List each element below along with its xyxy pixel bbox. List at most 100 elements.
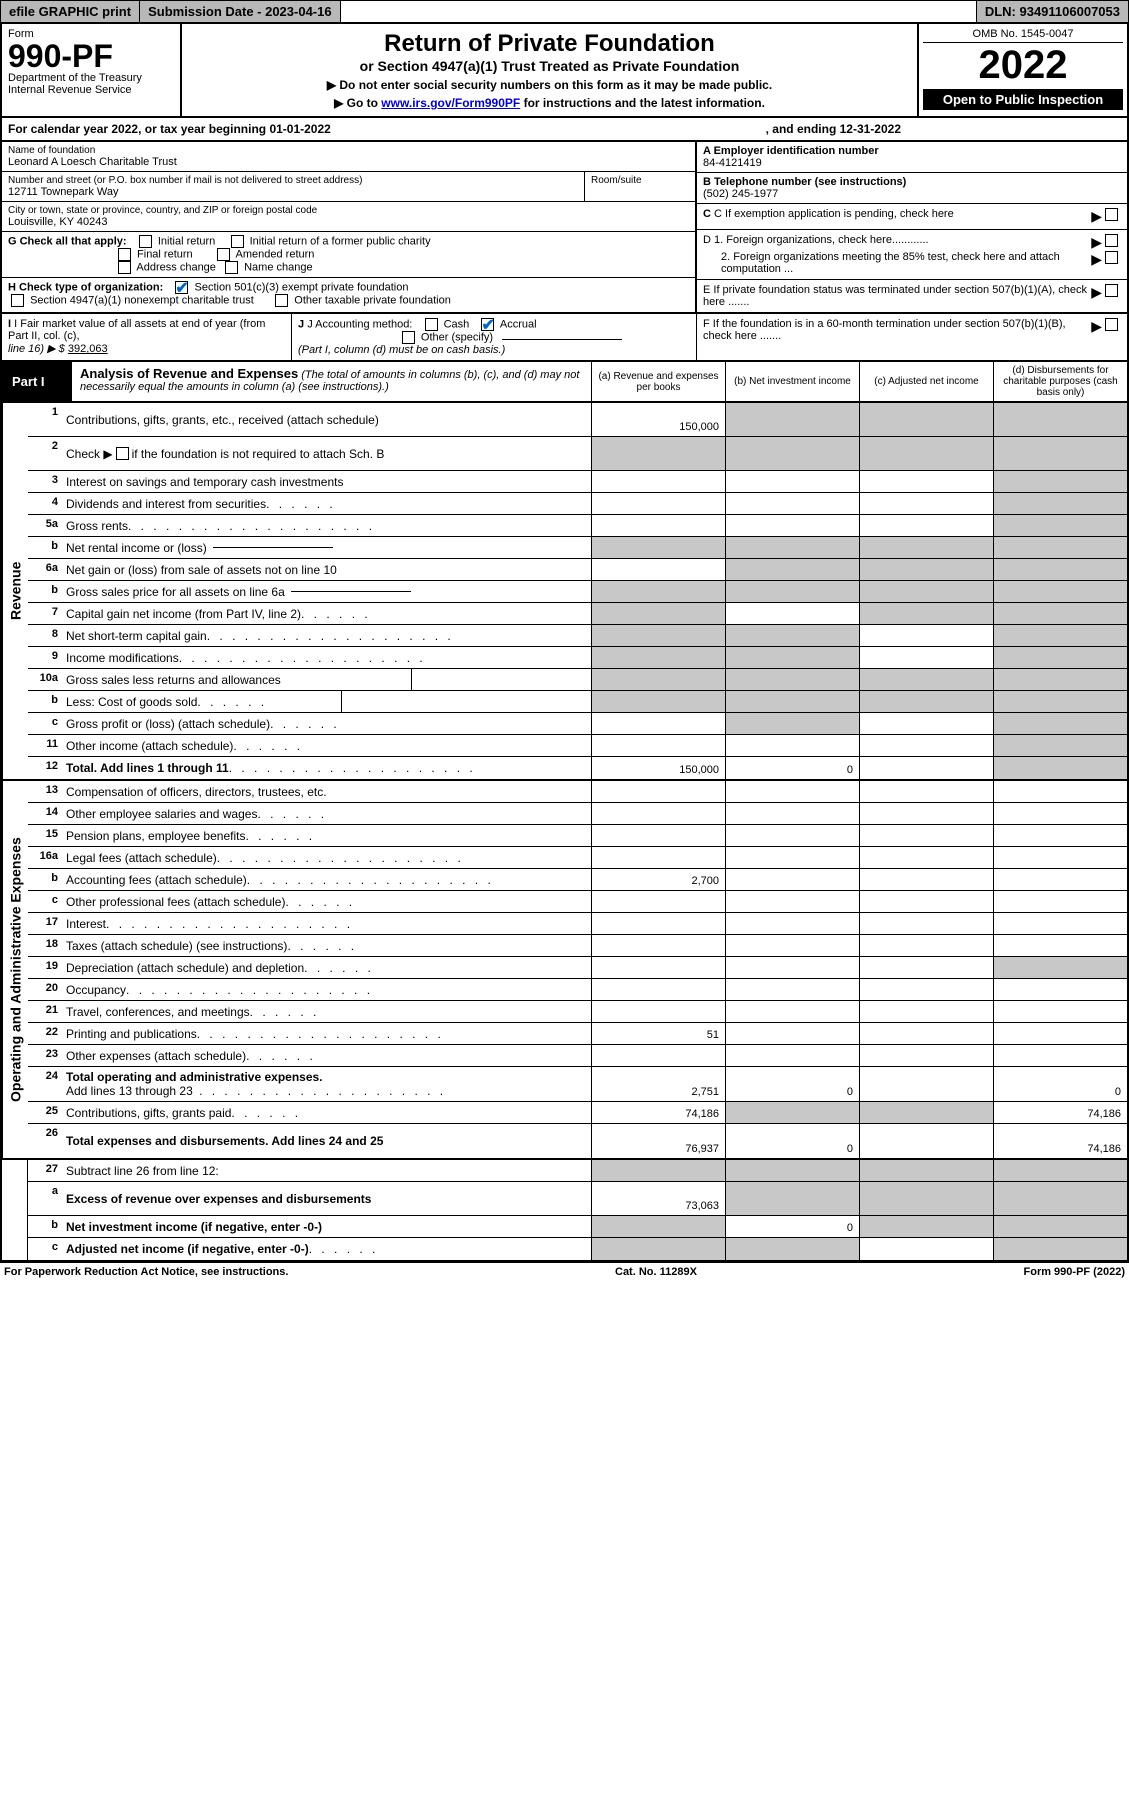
checkbox-501c3[interactable] (175, 281, 188, 294)
checkbox-e[interactable] (1105, 284, 1118, 297)
row-16b: bAccounting fees (attach schedule)2,700 (28, 869, 1127, 891)
row-26: 26Total expenses and disbursements. Add … (28, 1124, 1127, 1158)
row-12: 12Total. Add lines 1 through 11150,0000 (28, 757, 1127, 779)
name-label: Name of foundation (8, 145, 689, 156)
checkbox-c[interactable] (1105, 208, 1118, 221)
r25-d: 74,186 (994, 1102, 1127, 1123)
r24-d: 0 (994, 1067, 1127, 1101)
section-d: D 1. Foreign organizations, check here..… (697, 230, 1127, 280)
r27a-desc: Excess of revenue over expenses and disb… (62, 1182, 592, 1215)
note-goto: ▶ Go to www.irs.gov/Form990PF for instru… (188, 96, 911, 110)
r26-d: 74,186 (994, 1124, 1127, 1158)
row-5a: 5aGross rents (28, 515, 1127, 537)
r12-desc: Total. Add lines 1 through 11 (62, 757, 592, 779)
checkbox-accrual[interactable] (481, 318, 494, 331)
r8-desc: Net short-term capital gain (62, 625, 592, 646)
form-header: Form 990-PF Department of the Treasury I… (0, 23, 1129, 118)
opt-final: Final return (137, 248, 193, 260)
checkbox-d1[interactable] (1105, 234, 1118, 247)
row-4: 4Dividends and interest from securities (28, 493, 1127, 515)
ein-cell: A Employer identification number 84-4121… (697, 142, 1127, 173)
r6a-desc: Net gain or (loss) from sale of assets n… (62, 559, 592, 580)
r15-desc: Pension plans, employee benefits (62, 825, 592, 846)
row-27a: aExcess of revenue over expenses and dis… (28, 1182, 1127, 1216)
r14-desc: Other employee salaries and wages (62, 803, 592, 824)
arrow-icon: ▶ (1091, 284, 1102, 301)
section-g: G Check all that apply: Initial return I… (2, 232, 695, 278)
r4-desc: Dividends and interest from securities (62, 493, 592, 514)
info-grid: Name of foundation Leonard A Loesch Char… (0, 142, 1129, 314)
street-address: 12711 Townepark Way (8, 186, 578, 198)
r18-desc: Taxes (attach schedule) (see instruction… (62, 935, 592, 956)
checkbox-schb[interactable] (116, 447, 129, 460)
irs-label: Internal Revenue Service (8, 84, 174, 96)
address-row: Number and street (or P.O. box number if… (2, 172, 695, 202)
r16b-desc: Accounting fees (attach schedule) (62, 869, 592, 890)
j-note: (Part I, column (d) must be on cash basi… (298, 344, 505, 356)
r19-desc: Depreciation (attach schedule) and deple… (62, 957, 592, 978)
r24-desc: Total operating and administrative expen… (66, 1070, 323, 1084)
checkbox-f[interactable] (1105, 318, 1118, 331)
footer-mid: Cat. No. 11289X (615, 1266, 697, 1278)
r27b-b: 0 (726, 1216, 860, 1237)
section-e: E If private foundation status was termi… (697, 280, 1127, 312)
checkbox-final[interactable] (118, 248, 131, 261)
checkbox-name[interactable] (225, 261, 238, 274)
row-14: 14Other employee salaries and wages (28, 803, 1127, 825)
section-h: H Check type of organization: Section 50… (2, 278, 695, 310)
checkbox-initial-former[interactable] (231, 235, 244, 248)
info-left: Name of foundation Leonard A Loesch Char… (2, 142, 697, 312)
row-16c: cOther professional fees (attach schedul… (28, 891, 1127, 913)
r25-desc: Contributions, gifts, grants paid (62, 1102, 592, 1123)
h-label: H Check type of organization: (8, 281, 163, 293)
checkbox-initial[interactable] (139, 235, 152, 248)
row-23: 23Other expenses (attach schedule) (28, 1045, 1127, 1067)
row-19: 19Depreciation (attach schedule) and dep… (28, 957, 1127, 979)
part1-title: Analysis of Revenue and Expenses (80, 366, 298, 381)
open-inspection: Open to Public Inspection (923, 89, 1123, 110)
r20-desc: Occupancy (62, 979, 592, 1000)
row-3: 3Interest on savings and temporary cash … (28, 471, 1127, 493)
expenses-label: Operating and Administrative Expenses (2, 781, 28, 1158)
room-label: Room/suite (591, 175, 689, 186)
row-8: 8Net short-term capital gain (28, 625, 1127, 647)
checkbox-d2[interactable] (1105, 251, 1118, 264)
r9-desc: Income modifications (62, 647, 592, 668)
checkbox-other-taxable[interactable] (275, 294, 288, 307)
col-b-head: (b) Net investment income (726, 362, 860, 401)
opt-4947: Section 4947(a)(1) nonexempt charitable … (30, 294, 254, 306)
addr-label: Number and street (or P.O. box number if… (8, 175, 578, 186)
checkbox-4947[interactable] (11, 294, 24, 307)
r5b-desc: Net rental income or (loss) (62, 537, 592, 558)
r12-a: 150,000 (592, 757, 726, 779)
form-number: 990-PF (8, 40, 174, 72)
row-25: 25Contributions, gifts, grants paid74,18… (28, 1102, 1127, 1124)
b-label: B Telephone number (see instructions) (703, 176, 906, 188)
i-line: line 16) ▶ $ (8, 343, 65, 355)
j-accrual: Accrual (500, 318, 537, 330)
cal-end: , and ending 12-31-2022 (766, 122, 901, 136)
footer-left: For Paperwork Reduction Act Notice, see … (4, 1266, 288, 1278)
section-ijf: I I Fair market value of all assets at e… (0, 314, 1129, 362)
cal-begin: For calendar year 2022, or tax year begi… (8, 122, 331, 136)
row-1: 1Contributions, gifts, grants, etc., rec… (28, 403, 1127, 437)
city-cell: City or town, state or province, country… (2, 202, 695, 232)
checkbox-cash[interactable] (425, 318, 438, 331)
row-10b: bLess: Cost of goods sold (28, 691, 1127, 713)
irs-link[interactable]: www.irs.gov/Form990PF (381, 96, 520, 110)
col-c-head: (c) Adjusted net income (860, 362, 994, 401)
section-j: J J Accounting method: Cash Accrual Othe… (292, 314, 697, 360)
r16a-desc: Legal fees (attach schedule) (62, 847, 592, 868)
f-text: F If the foundation is in a 60-month ter… (703, 318, 1091, 342)
checkbox-amended[interactable] (217, 248, 230, 261)
efile-label[interactable]: efile GRAPHIC print (1, 1, 140, 22)
g-label: G Check all that apply: (8, 235, 127, 247)
foundation-name-cell: Name of foundation Leonard A Loesch Char… (2, 142, 695, 172)
checkbox-other[interactable] (402, 331, 415, 344)
row-27b: bNet investment income (if negative, ent… (28, 1216, 1127, 1238)
r27b-desc: Net investment income (if negative, ente… (62, 1216, 592, 1237)
row-10c: cGross profit or (loss) (attach schedule… (28, 713, 1127, 735)
checkbox-address[interactable] (118, 261, 131, 274)
phone-cell: B Telephone number (see instructions) (5… (697, 173, 1127, 204)
opt-address: Address change (136, 261, 216, 273)
